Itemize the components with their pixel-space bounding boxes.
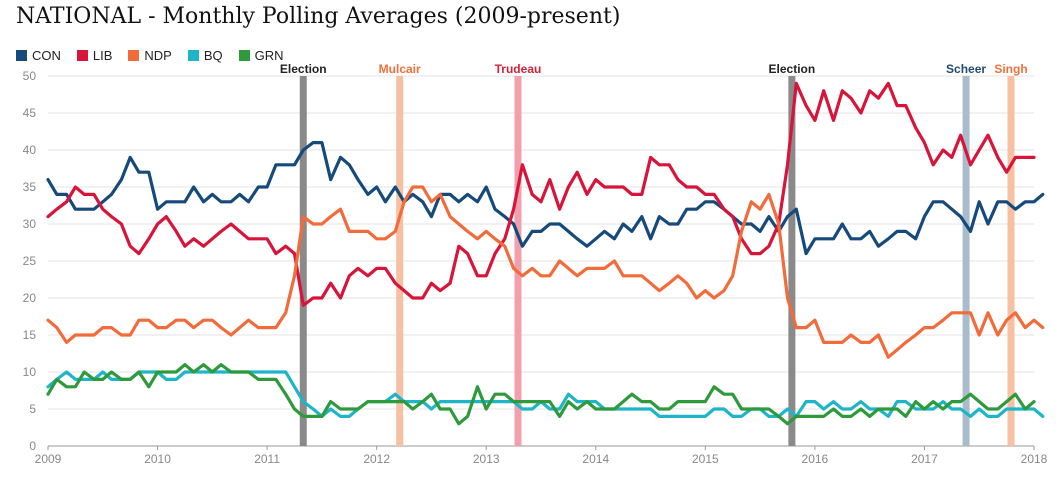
y-tick-label: 5 <box>29 402 36 416</box>
legend-swatch <box>238 50 250 61</box>
series-line-grn <box>46 363 1036 426</box>
y-tick-label: 30 <box>23 217 37 231</box>
legend-label: GRN <box>254 48 284 63</box>
event-bar-mulcair <box>396 76 404 446</box>
y-tick-label: 40 <box>23 143 37 157</box>
series-line-con <box>46 141 1045 256</box>
legend-label: NDP <box>144 48 172 63</box>
event-bar-trudeau <box>514 76 522 446</box>
x-tick-label: 2009 <box>35 452 62 466</box>
y-tick-label: 35 <box>23 180 37 194</box>
x-tick-label: 2011 <box>254 452 280 466</box>
legend-item-bq: BQ <box>187 48 223 63</box>
event-label-election: Election <box>280 62 327 76</box>
series-line-ndp <box>46 185 1045 359</box>
legend-swatch <box>187 50 199 61</box>
event-label-mulcair: Mulcair <box>379 62 421 76</box>
legend-swatch <box>128 50 140 61</box>
y-tick-label: 0 <box>29 439 36 453</box>
series-line-lib <box>46 81 1036 307</box>
x-tick-label: 2014 <box>582 452 609 466</box>
event-label-scheer: Scheer <box>946 62 986 76</box>
event-label-election: Election <box>769 62 816 76</box>
legend: CON LIB NDP BQ GRN <box>16 48 284 63</box>
legend-item-con: CON <box>16 48 61 63</box>
x-tick-label: 2017 <box>911 452 938 466</box>
event-bar-election <box>299 76 307 446</box>
event-label-singh: Singh <box>994 62 1027 76</box>
y-tick-label: 45 <box>23 106 37 120</box>
y-tick-label: 15 <box>23 328 37 342</box>
legend-swatch <box>76 50 88 61</box>
legend-item-lib: LIB <box>76 48 113 63</box>
y-tick-label: 25 <box>23 254 37 268</box>
legend-label: BQ <box>203 48 223 63</box>
x-tick-label: 2015 <box>692 452 719 466</box>
event-bar-election <box>788 76 796 446</box>
legend-item-grn: GRN <box>238 48 284 63</box>
x-tick-label: 2016 <box>802 452 829 466</box>
y-tick-label: 20 <box>23 291 37 305</box>
event-bar-singh <box>1007 76 1015 446</box>
legend-item-ndp: NDP <box>128 48 172 63</box>
legend-swatch <box>16 50 27 61</box>
legend-label: LIB <box>92 48 113 63</box>
event-bar-scheer <box>962 76 970 446</box>
event-label-trudeau: Trudeau <box>495 62 542 76</box>
y-tick-label: 50 <box>23 69 37 83</box>
x-tick-label: 2018 <box>1021 452 1048 466</box>
x-tick-label: 2010 <box>144 452 171 466</box>
x-tick-label: 2013 <box>473 452 500 466</box>
chart-title: NATIONAL - Monthly Polling Averages (200… <box>16 4 621 29</box>
y-tick-label: 10 <box>23 365 37 379</box>
x-tick-label: 2012 <box>363 452 390 466</box>
legend-label: CON <box>32 48 61 63</box>
